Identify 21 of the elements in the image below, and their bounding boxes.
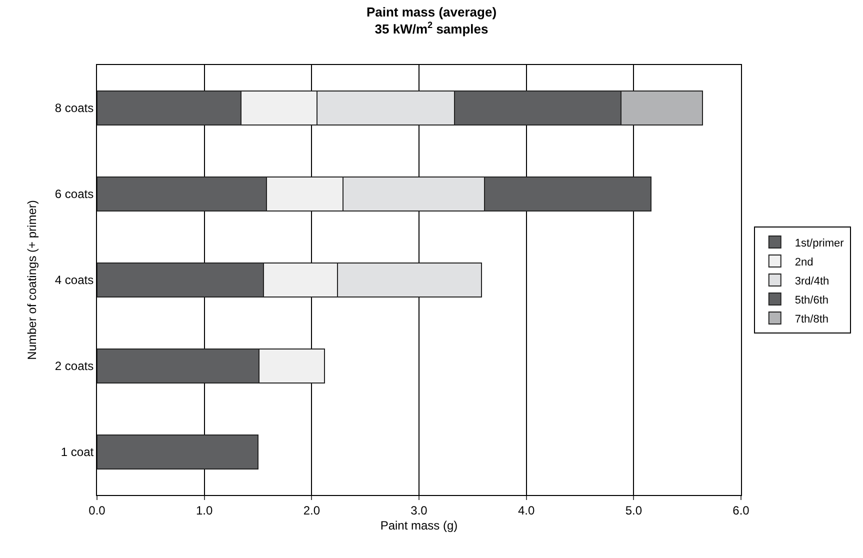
x-tick-label: 3.0 bbox=[410, 503, 428, 518]
y-tick-label: 6 coats bbox=[54, 187, 94, 202]
legend-label: 1st/primer bbox=[794, 237, 844, 250]
x-tick-label: 4.0 bbox=[518, 503, 535, 518]
chart-title: Paint mass (average) 35 kW/m$^{2}$ samples bbox=[366, 4, 497, 37]
legend-label: 5th/6th bbox=[794, 294, 829, 306]
x-tick-label: 5.0 bbox=[625, 503, 642, 518]
x-tick-label: 2.0 bbox=[303, 503, 320, 518]
y-tick-label: 1 coat bbox=[60, 445, 94, 460]
legend-label: 7th/8th bbox=[794, 313, 829, 326]
y-tick-label: 4 coats bbox=[54, 273, 94, 288]
x-axis-title: Paint mass (g) bbox=[380, 518, 458, 532]
x-tick-label: 1.0 bbox=[196, 503, 213, 518]
y-axis-title: Number of coatings (+ primer) bbox=[25, 200, 40, 360]
x-tick-label: 6.0 bbox=[732, 503, 750, 518]
y-tick-label: 2 coats bbox=[54, 359, 94, 374]
legend-label: 3rd/4th bbox=[794, 275, 830, 288]
x-tick-label: 0.0 bbox=[88, 503, 106, 518]
legend-label: 2nd bbox=[794, 256, 814, 268]
y-tick-label: 8 coats bbox=[54, 101, 94, 116]
bar bbox=[97, 434, 258, 470]
